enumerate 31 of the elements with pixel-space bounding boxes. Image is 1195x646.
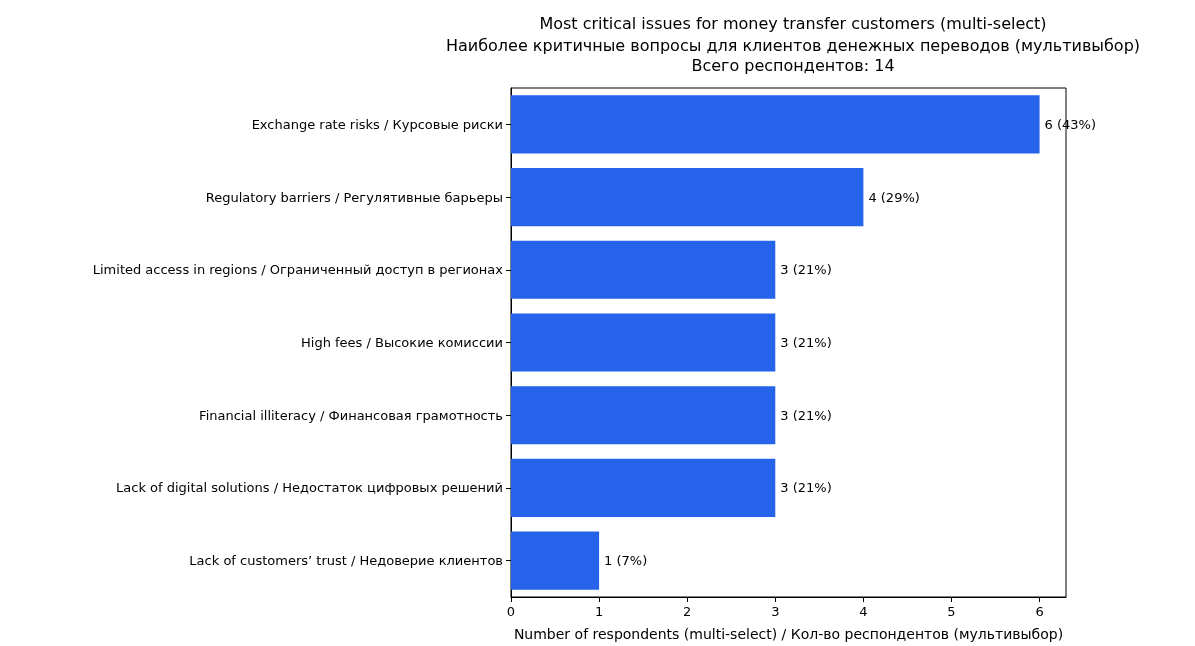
data-label: 1 (7%) xyxy=(604,553,648,569)
x-tick-label: 2 xyxy=(683,604,692,619)
chart-title: Most critical issues for money transfer customers (multi-select) xyxy=(539,13,1047,33)
x-tick-label: 4 xyxy=(859,604,868,619)
x-tick-label: 1 xyxy=(594,604,604,619)
y-tick-label: High fees / Высокие комиссии xyxy=(301,335,503,350)
x-axis-title: Number of respondents (multi-select) / Кол-во респондентов (мультивыбор) xyxy=(513,626,1064,642)
bar xyxy=(511,531,600,590)
y-tick-label: Regulatory barriers / Регулятивные барьеры xyxy=(205,189,503,205)
x-tick-label: 0 xyxy=(506,604,516,619)
chart-subtitle: Наиболее критичные вопросы для клиентов денежных переводов (мультивыбор) Всего респондентов: 14 xyxy=(445,35,1141,75)
y-tick-label: Limited access in regions / Ограниченный доступ в регионах xyxy=(92,262,504,278)
bar xyxy=(511,167,864,227)
data-label: 6 (43%) xyxy=(1044,116,1097,132)
bar xyxy=(511,95,1040,154)
bar xyxy=(511,458,776,518)
bar xyxy=(511,386,776,445)
data-label: 4 (29%) xyxy=(868,189,920,205)
bar xyxy=(511,313,776,372)
data-label: 3 (21%) xyxy=(780,407,832,423)
data-label: 3 (21%) xyxy=(780,335,832,350)
x-tick-label: 3 xyxy=(771,604,780,619)
x-tick-label: 5 xyxy=(947,604,956,619)
y-tick-label: Financial illiteracy / Финансовая грамотность xyxy=(199,407,503,423)
data-label: 3 (21%) xyxy=(780,480,832,496)
y-tick-label: Lack of customers’ trust / Недоверие клиентов xyxy=(189,553,503,569)
bar xyxy=(511,240,776,299)
x-tick-label: 6 xyxy=(1035,604,1044,619)
data-label: 3 (21%) xyxy=(780,262,832,278)
y-tick-label: Exchange rate risks / Курсовые риски xyxy=(251,116,503,132)
y-tick-label: Lack of digital solutions / Недостаток цифровых решений xyxy=(116,480,503,496)
